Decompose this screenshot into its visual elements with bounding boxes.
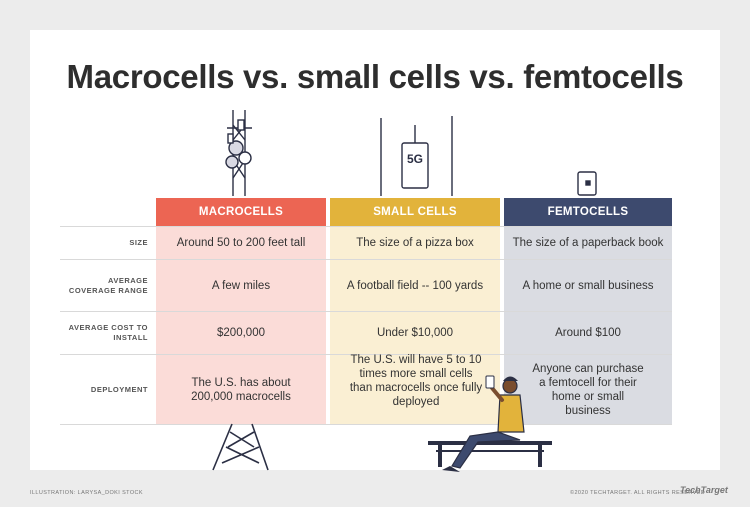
person-with-phone-icon <box>442 375 525 472</box>
cell-femto-size: The size of a paperback book <box>512 237 664 249</box>
row-label-size: SIZE <box>129 238 148 247</box>
cell-macro-deployment: The U.S. has about 200,000 macrocells <box>191 376 291 403</box>
row-label-coverage: AVERAGE COVERAGE RANGE <box>68 275 148 295</box>
small-cells-header: SMALL CELLS <box>330 198 500 226</box>
femtocells-header: FEMTOCELLS <box>504 198 672 226</box>
row-label-cost: AVERAGE COST TO INSTALL <box>68 323 148 342</box>
cell-tower-icon <box>225 110 252 196</box>
bench-icon <box>428 441 552 467</box>
row-label-deployment: DEPLOYMENT <box>90 384 148 394</box>
row-divider <box>60 259 672 260</box>
row-divider <box>60 311 672 312</box>
cell-macro-coverage: A few miles <box>211 279 271 292</box>
row-divider <box>60 226 672 227</box>
macrocells-header: MACROCELLS <box>156 198 326 226</box>
cell-tower-base-icon <box>212 423 269 471</box>
small-cell-badge: 5G <box>407 152 423 166</box>
cell-small-cost: Under $10,000 <box>376 327 454 339</box>
cell-small-deployment: The U.S. will have 5 to 10 times more sm… <box>349 354 483 408</box>
cell-small-coverage: A football field -- 100 yards <box>346 279 484 292</box>
row-divider <box>60 354 672 355</box>
cell-macro-cost: $200,000 <box>217 327 265 339</box>
row-divider <box>60 424 672 425</box>
small-cell-antenna-icon <box>380 116 453 196</box>
cell-femto-coverage: A home or small business <box>522 279 654 292</box>
techtarget-logo: TechTarget <box>680 485 728 495</box>
copyright-text: ©2020 TECHTARGET. ALL RIGHTS RESERVED <box>570 490 706 496</box>
cell-femto-cost: Around $100 <box>555 327 621 339</box>
femtocell-device-icon <box>577 171 597 196</box>
illustration-credit: ILLUSTRATION: LARYSA_DOKI STOCK <box>30 490 143 496</box>
cell-macro-size: Around 50 to 200 feet tall <box>176 237 306 249</box>
cell-small-size: The size of a pizza box <box>356 237 474 249</box>
cell-femto-deployment: Anyone can purchase a femtocell for thei… <box>532 362 644 417</box>
page-title: Macrocells vs. small cells vs. femtocell… <box>66 58 684 95</box>
